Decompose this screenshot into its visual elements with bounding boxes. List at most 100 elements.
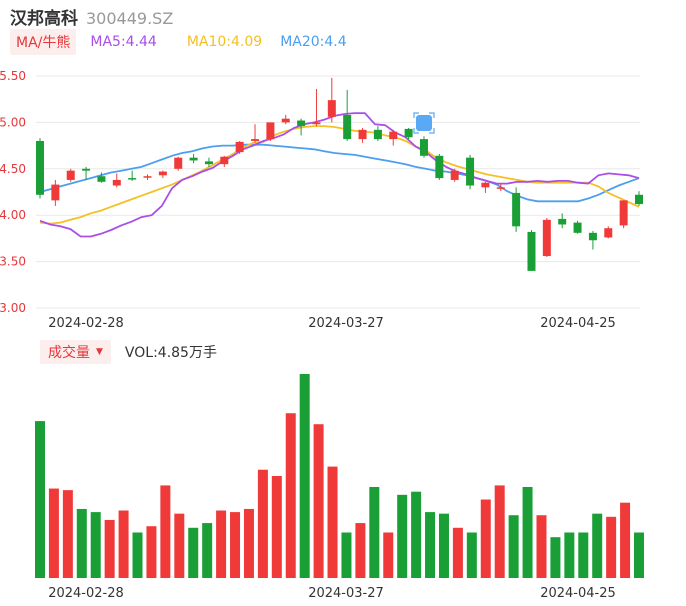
moving-average-lines [39, 112, 640, 238]
volume-bar [578, 532, 589, 578]
volume-bar [452, 527, 463, 578]
volume-bar [104, 519, 115, 578]
ma10-line [39, 125, 640, 225]
candle-body [527, 231, 536, 271]
ma5-legend-label: MA5:4.44 [90, 34, 157, 50]
volume-value: VOL:4.85万手 [124, 345, 217, 361]
title-row: 汉邦高科 300449.SZ [10, 4, 174, 29]
volume-bar [606, 516, 617, 578]
volume-bars [35, 374, 644, 578]
volume-bar [536, 515, 547, 578]
volume-bar [313, 424, 324, 578]
candle-body [112, 179, 121, 186]
ma-toggle-button[interactable]: MA/牛熊 [10, 29, 77, 55]
volume-bar [90, 512, 101, 578]
event-marker-body [416, 115, 432, 131]
volume-bar [411, 491, 422, 578]
event-marker-icon[interactable] [413, 112, 435, 134]
volume-bar [620, 502, 631, 578]
volume-bar [48, 488, 59, 578]
candle-body [358, 129, 367, 140]
volume-bar [425, 512, 436, 578]
volume-bar [257, 469, 268, 578]
candle-body [66, 170, 75, 180]
candle-body [373, 129, 382, 140]
volume-bar [480, 499, 491, 578]
ma20-legend-label: MA20:4.4 [280, 34, 347, 50]
candle-body [542, 219, 551, 257]
candle-body [635, 194, 643, 205]
volume-bar [355, 523, 366, 578]
ma5-line [39, 112, 640, 238]
x-tick-label: 2024-02-28 [48, 316, 124, 331]
volume-bar [271, 476, 282, 578]
candle-body [619, 200, 628, 226]
candle-body [481, 182, 490, 188]
price-grid [36, 75, 640, 309]
y-tick-label: 5.00 [0, 115, 26, 129]
volume-bar [634, 532, 644, 578]
candle-body [419, 139, 428, 156]
volume-bar [202, 523, 213, 578]
candle-body [251, 139, 260, 141]
candlestick-series [36, 77, 643, 271]
candle-body [220, 156, 229, 165]
candle-body [204, 161, 213, 165]
candle-body [97, 176, 106, 182]
ma20-line [39, 143, 640, 203]
volume-bar [550, 537, 561, 578]
x-tick-label: 2024-04-25 [540, 586, 616, 601]
candle-body [435, 155, 444, 179]
candle-body [466, 157, 475, 186]
volume-legend: 成交量 ▼ VOL:4.85万手 [40, 340, 217, 364]
stock-code: 300449.SZ [86, 9, 174, 28]
candle-body [82, 168, 91, 171]
volume-x-axis: 2024-02-28 2024-03-27 2024-04-25 [48, 586, 616, 601]
candle-body [281, 118, 290, 123]
volume-bar [285, 413, 296, 578]
ma-legend: MA/牛熊 MA5:4.44 MA10:4.09 MA20:4.4 [10, 29, 347, 55]
x-tick-label: 2024-03-27 [308, 316, 384, 331]
volume-bar [243, 508, 254, 578]
x-tick-label: 2024-02-28 [48, 586, 124, 601]
y-tick-label: 5.50 [0, 69, 26, 83]
y-tick-label: 4.00 [0, 208, 26, 222]
volume-bar [76, 508, 87, 578]
candle-body [128, 178, 137, 180]
volume-bar [132, 532, 143, 578]
y-tick-label: 4.50 [0, 162, 26, 176]
candle-body [389, 131, 398, 140]
price-x-axis: 2024-02-28 2024-03-27 2024-04-25 [48, 316, 616, 331]
candle-body [158, 171, 167, 176]
volume-bar [174, 513, 185, 578]
candle-body [450, 170, 459, 180]
y-tick-label: 3.50 [0, 255, 26, 269]
candle-body [174, 157, 183, 169]
volume-bar [369, 486, 380, 578]
candle-body [404, 128, 413, 138]
volume-bar [592, 513, 603, 578]
volume-bar [397, 494, 408, 578]
volume-bar [438, 513, 449, 578]
volume-bar [160, 485, 171, 578]
candle-body [512, 192, 521, 227]
volume-bar [62, 490, 73, 578]
x-tick-label: 2024-04-25 [540, 316, 616, 331]
stock-name: 汉邦高科 [10, 9, 78, 29]
candle-body [297, 120, 306, 127]
candle-body [588, 232, 597, 241]
volume-bar [522, 486, 533, 578]
candle-body [266, 122, 275, 140]
candle-body [343, 114, 352, 140]
volume-toggle-button[interactable]: 成交量 ▼ [40, 340, 111, 364]
volume-bar [508, 515, 519, 578]
volume-bar [341, 532, 352, 578]
x-tick-label: 2024-03-27 [308, 586, 384, 601]
candle-body [573, 222, 582, 233]
volume-bar [216, 510, 227, 578]
volume-bar [327, 466, 338, 578]
caret-down-icon: ▼ [96, 347, 103, 357]
candle-body [143, 176, 152, 178]
candle-body [51, 184, 60, 201]
